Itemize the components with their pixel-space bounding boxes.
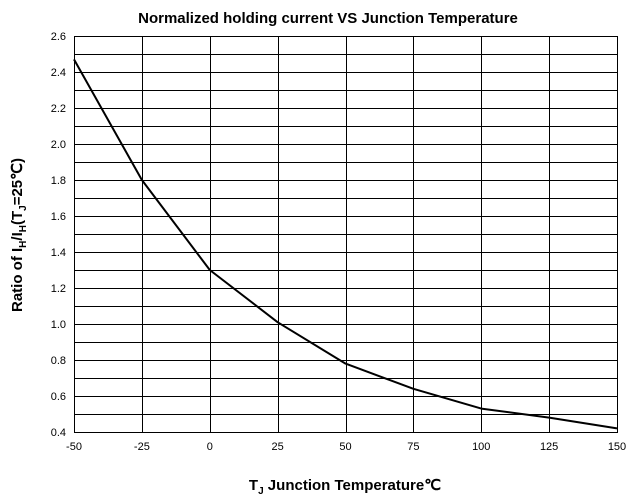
x-tick-label: -25 [134,441,150,453]
plot-frame [74,36,618,433]
y-tick-label: 1.2 [51,283,66,295]
y-tick-label: 2.6 [51,31,66,43]
y-tick-label: 2.4 [51,67,66,79]
x-tick-label: 0 [207,441,213,453]
y-tick-label: 2.0 [51,139,66,151]
chart-title: Normalized holding current VS Junction T… [138,10,518,27]
grid [74,36,618,433]
x-tick-label: 100 [472,441,490,453]
y-tick-label: 1.8 [51,175,66,187]
y-tick-label: 0.8 [51,355,66,367]
x-tick-label: 125 [540,441,558,453]
series-line [73,58,618,430]
y-tick-label: 2.2 [51,103,66,115]
x-tick-labels: -50 -25 0 25 50 75 100 125 150 [66,441,626,453]
y-axis-label: Ratio of IH/IH(TJ=25℃) [9,158,29,312]
y-tick-label: 0.6 [51,391,66,403]
y-tick-label: 0.4 [51,427,66,439]
x-tick-label: 150 [608,441,626,453]
y-tick-label: 1.6 [51,211,66,223]
series-layer [73,58,618,430]
y-tick-label: 1.0 [51,319,66,331]
x-tick-label: 50 [339,441,351,453]
y-tick-label: 1.4 [51,247,66,259]
x-tick-label: 75 [407,441,419,453]
x-tick-label: 25 [272,441,284,453]
x-axis-label: TJ Junction Temperature℃ [249,477,441,497]
y-tick-labels: 0.4 0.6 0.8 1.0 1.2 1.4 1.6 1.8 2.0 2.2 2.4 2.6 [51,31,66,439]
x-tick-label: -50 [66,441,82,453]
